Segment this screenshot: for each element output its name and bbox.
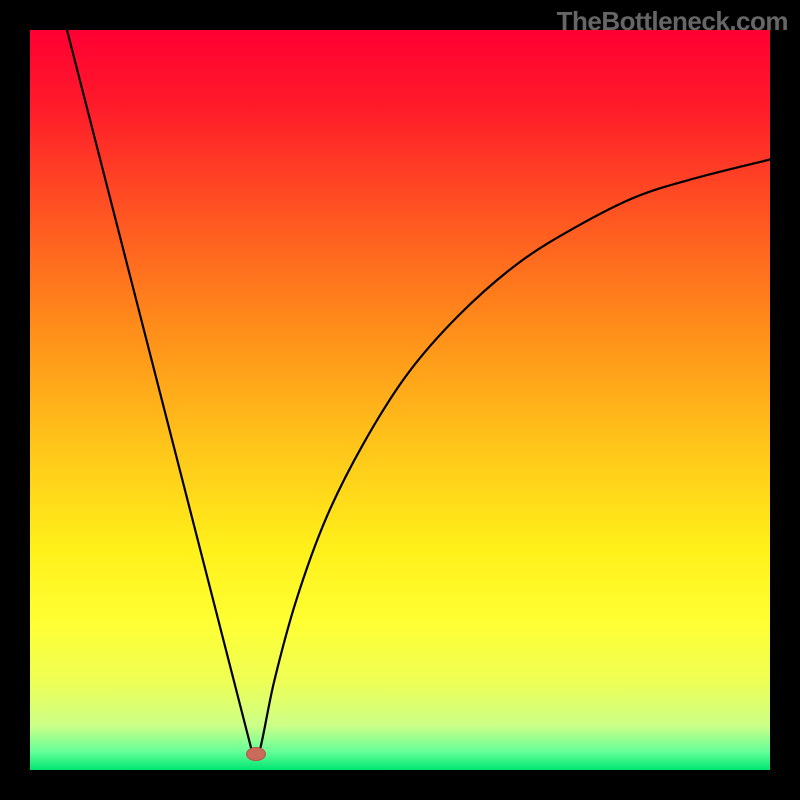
plot-area (30, 30, 770, 770)
chart-container: TheBottleneck.com (0, 0, 800, 800)
optimum-marker (246, 747, 266, 761)
bottleneck-curve (30, 30, 770, 770)
